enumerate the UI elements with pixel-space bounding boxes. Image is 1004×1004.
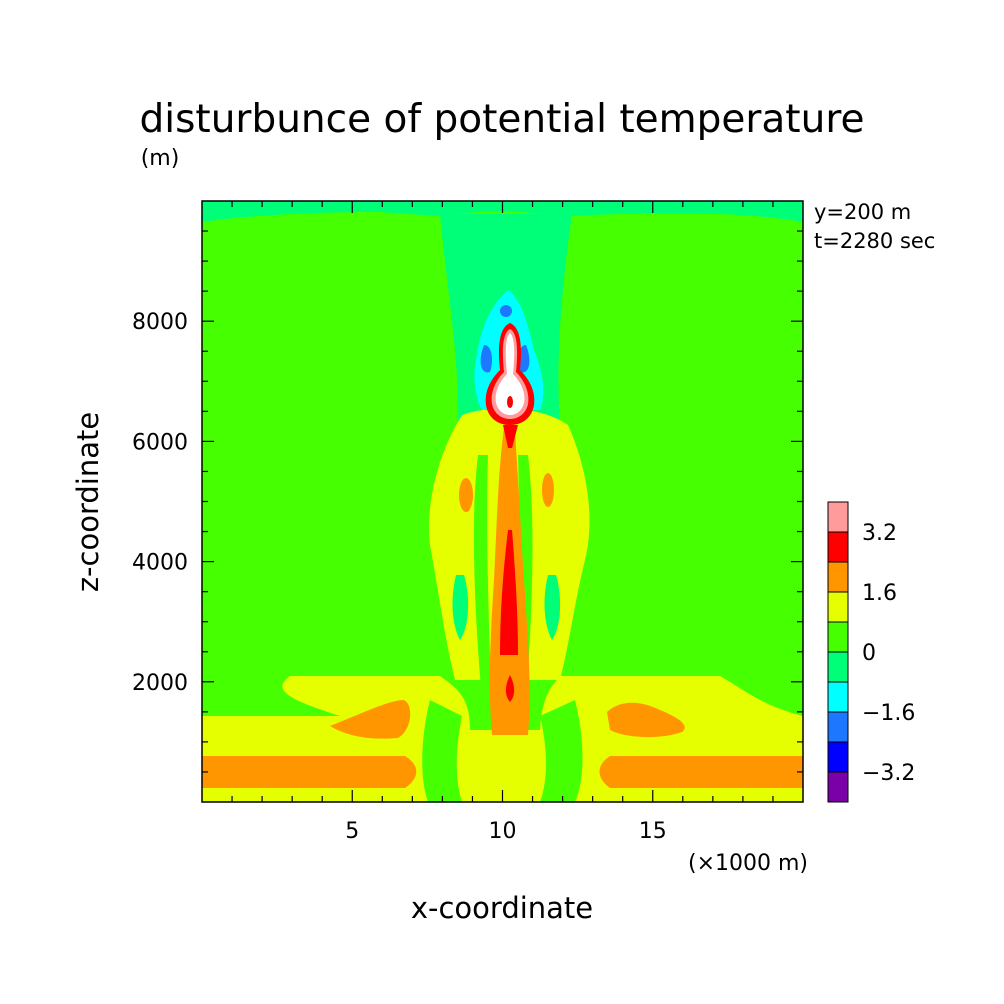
colorbar-labels: 3.2 1.6 0 −1.6 −3.2 <box>862 521 915 786</box>
colorbar-swatch <box>827 651 849 683</box>
colorbar-swatch <box>827 681 849 713</box>
contour-region-wedge-right <box>607 702 685 738</box>
contour-region-wedge-left <box>330 700 411 739</box>
contour-region-side-pocket-left <box>452 575 469 640</box>
contour-region-lower-gap-right <box>540 700 583 802</box>
y-axis-label: z-coordinate <box>71 412 105 592</box>
contour-region-lower-gap-left <box>422 700 462 802</box>
x-axis-label: x-coordinate <box>411 891 593 925</box>
colorbar-swatch <box>827 531 849 563</box>
contour-region-head-core <box>495 333 525 415</box>
contour-region-surface-right <box>599 756 803 788</box>
colorbar-swatch <box>827 621 849 653</box>
contour-region-cap-spot-top <box>500 305 512 317</box>
x-unit-label: (×1000 m) <box>688 851 808 876</box>
colorbar-label: 1.6 <box>862 581 897 606</box>
colorbar-swatch <box>827 741 849 773</box>
annotation-t: t=2280 sec <box>814 229 935 253</box>
annotation-y: y=200 m <box>814 200 911 224</box>
colorbar-swatch <box>827 771 849 803</box>
x-tick-label: 15 <box>639 819 667 844</box>
y-unit-label: (m) <box>141 146 180 171</box>
contour-region-side-strip-left <box>473 455 492 700</box>
contour-region-core-drop <box>505 675 515 702</box>
colorbar-swatch <box>827 561 849 593</box>
contour-region-cap-spot-left <box>480 345 492 373</box>
x-tick-label: 5 <box>345 819 359 844</box>
contour-region-side-blob-right <box>542 473 554 507</box>
tick-labels: 5 10 15 2000 4000 6000 8000 <box>132 310 667 844</box>
colorbar-label: 3.2 <box>862 521 897 546</box>
colorbar-swatch <box>827 591 849 623</box>
contour-region-surface-left <box>202 756 417 788</box>
contour-region-core-neck <box>503 425 518 448</box>
contour-field <box>202 201 803 802</box>
contour-region-side-pocket-right <box>544 575 561 640</box>
contour-region-side-blob-left <box>459 478 473 512</box>
contour-region-head-spot <box>507 396 513 408</box>
colorbar-swatch <box>827 501 849 533</box>
chart-title: disturbunce of potential temperature <box>140 97 865 142</box>
y-tick-label: 6000 <box>132 430 188 455</box>
y-tick-label: 2000 <box>132 671 188 696</box>
y-tick-label: 4000 <box>132 551 188 576</box>
axis-ticks <box>202 201 803 802</box>
colorbar-swatch <box>827 711 849 743</box>
contour-region-central-core <box>500 530 518 655</box>
x-tick-label: 10 <box>489 819 517 844</box>
colorbar-label: −1.6 <box>862 701 915 726</box>
colorbar-label: 0 <box>862 641 876 666</box>
colorbar <box>827 501 849 803</box>
y-tick-label: 8000 <box>132 310 188 335</box>
colorbar-label: −3.2 <box>862 761 915 786</box>
